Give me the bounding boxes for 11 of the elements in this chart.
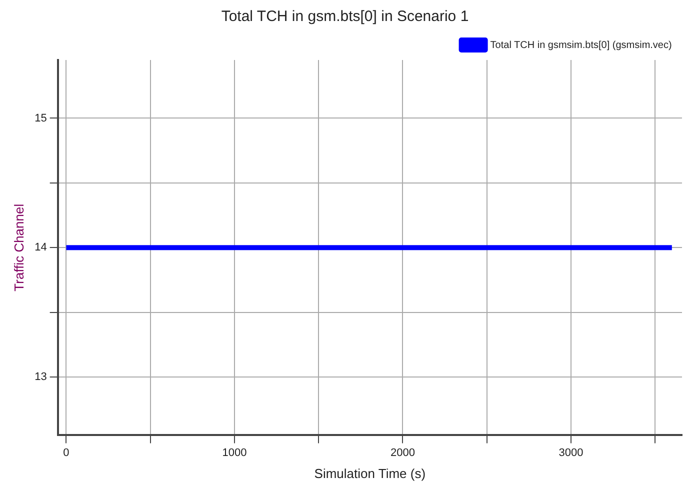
x-tick-label: 0 xyxy=(63,446,70,459)
x-tick-label: 1000 xyxy=(222,446,247,459)
x-axis-title: Simulation Time (s) xyxy=(314,466,426,481)
chart-title: Total TCH in gsm.bts[0] in Scenario 1 xyxy=(221,8,469,26)
x-tick-label: 2000 xyxy=(390,446,415,459)
y-axis-title: Traffic Channel xyxy=(11,204,26,292)
x-tick-label: 3000 xyxy=(558,446,584,459)
y-tick-label: 14 xyxy=(34,242,47,254)
y-tick-label: 13 xyxy=(34,371,47,384)
legend-label: Total TCH in gsmsim.bts[0] (gsmsim.vec) xyxy=(490,40,672,51)
y-tick-label: 15 xyxy=(34,112,47,124)
